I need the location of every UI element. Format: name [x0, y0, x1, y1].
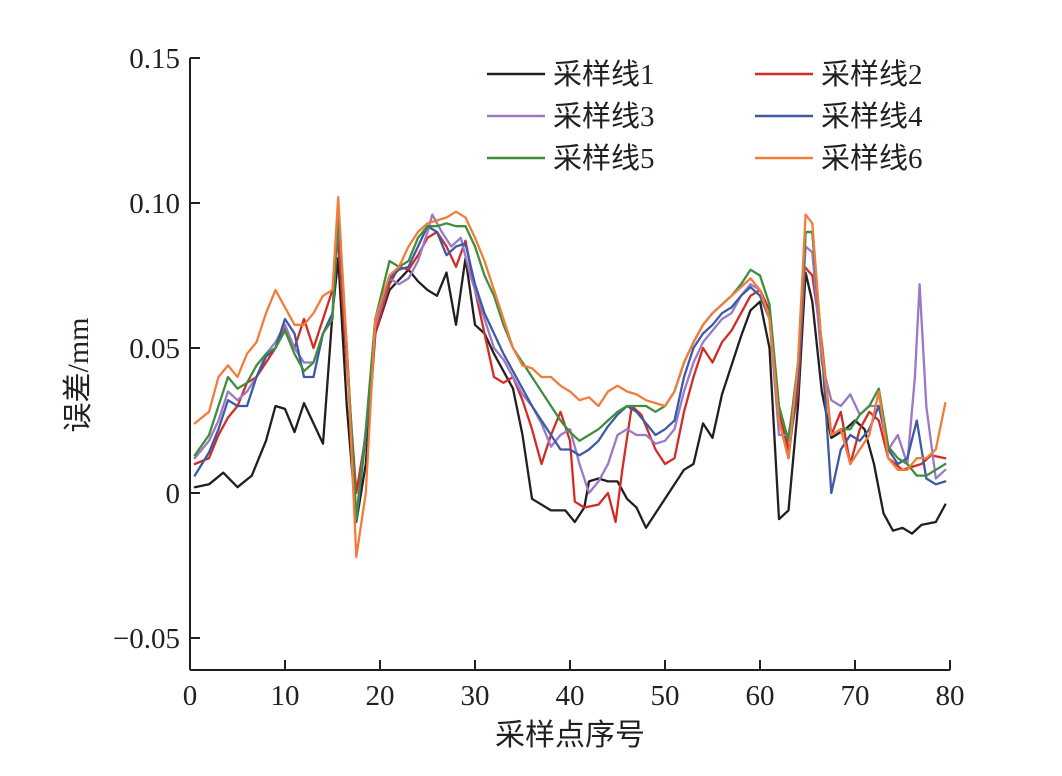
x-tick-label: 80	[936, 680, 965, 712]
x-tick-label: 70	[841, 680, 870, 712]
x-tick-label: 10	[271, 680, 300, 712]
series-line-3	[193, 213, 947, 518]
x-axis-ticks: 0 10 20 30 40 50 60 70 80	[183, 660, 965, 712]
legend: 采样线1 采样线2 采样线3 采样线4 采样线5 采样线6	[487, 58, 923, 175]
legend-label-5: 采样线5	[553, 142, 655, 175]
plot-lines	[193, 196, 947, 558]
y-axis-ticks: −0.05 0 0.05 0.10 0.15	[113, 43, 200, 655]
legend-label-6: 采样线6	[821, 142, 923, 175]
y-tick-label: 0.15	[129, 43, 180, 75]
series-line-5	[193, 207, 947, 521]
x-tick-label: 20	[366, 680, 395, 712]
legend-label-3: 采样线3	[553, 100, 655, 133]
x-tick-label: 60	[746, 680, 775, 712]
x-tick-label: 40	[556, 680, 585, 712]
y-tick-label: 0.05	[129, 333, 180, 365]
series-line-6	[193, 196, 947, 558]
series-line-2	[193, 230, 947, 524]
y-tick-label: 0	[166, 478, 181, 510]
legend-label-2: 采样线2	[821, 58, 923, 91]
x-tick-label: 0	[183, 680, 198, 712]
x-tick-label: 50	[651, 680, 680, 712]
legend-label-1: 采样线1	[553, 58, 655, 91]
y-tick-label: 0.10	[129, 188, 180, 220]
series-line-1	[193, 256, 947, 535]
x-axis-title: 采样点序号	[495, 719, 645, 752]
legend-label-4: 采样线4	[821, 100, 923, 133]
y-axis-title: 误差/mm	[62, 317, 95, 432]
x-tick-label: 30	[461, 680, 490, 712]
y-tick-label: −0.05	[113, 623, 180, 655]
